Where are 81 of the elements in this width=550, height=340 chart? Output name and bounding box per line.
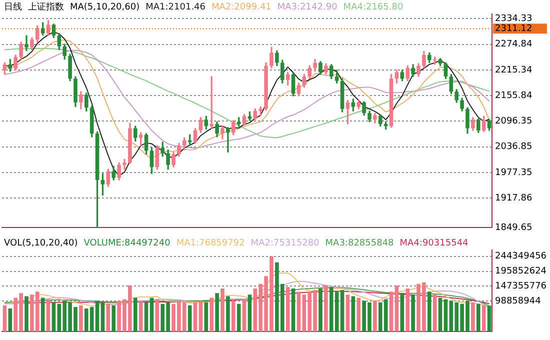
bar: [411, 294, 415, 332]
bar: [324, 285, 328, 332]
bar: [46, 299, 50, 332]
bar: [79, 305, 83, 332]
text: MA2:2099.41: [212, 2, 272, 12]
legend-title: MA(5,10,20,60): [70, 2, 140, 12]
y-tick-label: 2036.85: [495, 142, 532, 152]
bar: [210, 298, 214, 332]
text: MA3:82855848: [325, 238, 394, 248]
bar: [351, 296, 356, 332]
bar: [356, 298, 361, 332]
text: MA3:2142.90: [277, 2, 338, 12]
ref-line-label: 2311.12: [495, 24, 532, 34]
y-tick-label: 2274.84: [495, 40, 532, 50]
text: MA4:2165.80: [343, 2, 404, 12]
bar: [471, 302, 475, 332]
y-tick-label: 244349456: [495, 252, 547, 262]
bar: [340, 290, 344, 332]
bar: [400, 293, 404, 332]
bar: [24, 296, 28, 332]
bar: [482, 305, 486, 332]
y-tick-label: 2155.84: [495, 90, 532, 101]
bar: [242, 299, 246, 332]
text: VOLUME:84497240: [84, 238, 171, 248]
bar: [133, 298, 138, 332]
bar: [188, 305, 192, 332]
y-tick-label: 195852624: [495, 266, 547, 277]
bar: [215, 293, 219, 332]
candlestick: [24, 35, 28, 51]
bar: [150, 298, 154, 332]
y-tick-label: 147355776: [495, 282, 547, 292]
bar: [144, 302, 148, 332]
bar: [389, 292, 394, 332]
bar: [406, 288, 410, 332]
bar: [226, 296, 230, 332]
bar: [346, 294, 350, 332]
y-tick-label: 2215.34: [495, 65, 532, 76]
bar: [476, 304, 480, 332]
text: MA2:75315280: [250, 238, 320, 248]
bar: [52, 302, 56, 332]
bar: [438, 298, 442, 332]
y-tick-label: 1977.35: [495, 168, 532, 178]
bar: [155, 299, 160, 332]
y-tick-label: 1917.86: [495, 194, 532, 204]
y-tick-label: 98858944: [495, 296, 542, 307]
candlestick: [122, 158, 126, 170]
bar: [95, 300, 100, 332]
bar: [248, 294, 252, 332]
bar: [193, 302, 198, 332]
bar: [198, 300, 203, 332]
bar: [291, 288, 296, 332]
bar: [112, 305, 116, 332]
bar: [106, 304, 110, 332]
bar: [487, 306, 492, 332]
chart-title: 日线: [4, 1, 22, 12]
chart-title: VOL(5,10,20,40): [4, 238, 78, 248]
y-tick-label: 2096.35: [495, 116, 532, 127]
text: MA1:2101.46: [146, 2, 206, 12]
bar: [427, 292, 432, 332]
bar: [100, 302, 105, 332]
bar: [231, 300, 236, 332]
y-tick-label: 1849.65: [495, 222, 532, 233]
chart-subtitle: 上证指数: [28, 1, 64, 12]
bar: [296, 292, 301, 332]
bar: [220, 288, 224, 332]
bar: [204, 302, 208, 332]
bar: [318, 288, 322, 332]
text: MA4:90315544: [400, 238, 469, 248]
bar: [236, 304, 241, 332]
bar: [394, 285, 399, 332]
bar: [138, 300, 143, 332]
text: MA1:76859792: [176, 238, 245, 248]
bar: [8, 308, 12, 332]
bar: [40, 298, 45, 332]
bar: [373, 300, 377, 332]
bar: [2, 305, 7, 332]
bar: [286, 286, 290, 332]
candlestick: [226, 127, 230, 152]
bar: [432, 294, 437, 332]
bar: [444, 299, 448, 332]
y-tick-label: 2334.33: [495, 14, 532, 24]
